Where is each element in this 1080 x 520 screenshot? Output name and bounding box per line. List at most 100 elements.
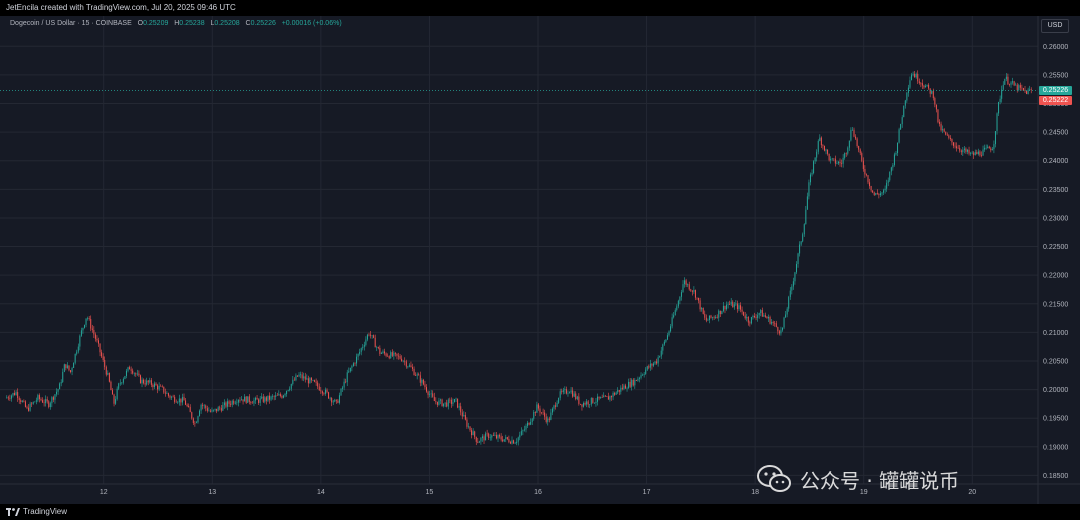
candle-body (800, 241, 802, 245)
candle-body (951, 138, 953, 143)
candle-body (70, 370, 72, 372)
candle-body (298, 374, 300, 377)
candle-body (253, 400, 255, 404)
currency-button[interactable]: USD (1041, 19, 1069, 33)
candle-body (80, 330, 82, 336)
candle-body (634, 380, 636, 386)
candle-body (741, 309, 743, 312)
candle-body (125, 370, 127, 377)
candle-body (9, 398, 11, 399)
candle-body (985, 147, 987, 149)
candlestick-chart[interactable]: 0.18500 0.19000 0.19500 0.20000 0.20500 0.210… (0, 16, 1080, 504)
candle-body (864, 168, 866, 175)
candle-body (71, 368, 73, 372)
candle-body (99, 343, 101, 353)
candle-body (979, 151, 981, 156)
close-value: 0.25226 (250, 20, 276, 27)
candle-body (191, 412, 193, 419)
candle-body (433, 396, 435, 402)
candle-body (858, 146, 860, 150)
candle-body (324, 389, 326, 394)
candle-body (21, 401, 23, 403)
candle-body (561, 391, 563, 393)
candle-body (583, 403, 585, 407)
candle-body (172, 396, 174, 398)
candle-body (643, 373, 645, 375)
candle-body (715, 316, 717, 318)
candle-body (530, 421, 532, 425)
candle-body (898, 129, 900, 143)
candle-body (443, 403, 445, 407)
candle-body (447, 399, 449, 407)
candle-body (990, 148, 992, 151)
candle-body (1013, 81, 1015, 86)
candle-body (209, 410, 211, 412)
candle-body (545, 416, 547, 422)
tradingview-logo[interactable]: TradingView (6, 507, 67, 516)
candle-body (116, 388, 118, 400)
candle-body (376, 347, 378, 348)
candle-body (467, 426, 469, 428)
candle-body (573, 393, 575, 397)
candle-body (841, 163, 843, 164)
candle-body (17, 392, 19, 399)
candle-body (618, 390, 620, 392)
x-tick-label: 15 (426, 489, 434, 496)
candle-body (733, 304, 735, 308)
candle-body (485, 433, 487, 441)
candle-body (435, 401, 437, 402)
candle-body (478, 441, 480, 443)
candle-body (570, 390, 572, 393)
candle-body (261, 396, 263, 399)
candle-body (562, 390, 564, 393)
candle-body (892, 164, 894, 168)
candle-body (42, 400, 44, 403)
candle-body (511, 440, 513, 444)
candle-body (911, 74, 913, 81)
candle-body (31, 403, 33, 405)
candle-body (121, 382, 123, 384)
candle-body (192, 418, 194, 423)
candle-body (957, 148, 959, 149)
candle-body (199, 410, 201, 417)
candle-body (38, 395, 40, 400)
candle-body (870, 186, 872, 191)
candle-body (259, 398, 261, 403)
candle-body (124, 376, 126, 380)
candle-body (886, 182, 888, 189)
candle-body (847, 147, 849, 154)
chart-area[interactable]: 0.18500 0.19000 0.19500 0.20000 0.20500 0.210… (0, 16, 1080, 504)
footer-bar: TradingView (0, 504, 1080, 520)
low-key: L (210, 20, 215, 27)
candle-body (371, 335, 373, 336)
candle-body (1005, 76, 1007, 80)
candle-body (590, 397, 592, 405)
candle-body (105, 366, 107, 375)
candle-body (211, 410, 213, 412)
candle-body (861, 153, 863, 161)
candle-body (1030, 89, 1032, 91)
candle-body (254, 397, 257, 401)
candle-body (676, 306, 678, 311)
candle-body (601, 397, 603, 398)
candle-body (534, 412, 536, 413)
y-tick-label: 0.24500 (1043, 130, 1068, 137)
candle-body (816, 151, 818, 158)
candle-body (1022, 88, 1024, 91)
candle-body (887, 180, 889, 183)
candle-body (256, 397, 258, 400)
candle-body (76, 351, 78, 354)
candle-body (455, 398, 457, 400)
candle-body (833, 158, 835, 160)
candle-body (584, 403, 586, 405)
candle-body (805, 209, 807, 225)
candle-body (340, 388, 342, 396)
candle-body (932, 91, 934, 99)
candle-body (763, 315, 765, 317)
candle-body (862, 160, 864, 169)
candle-body (867, 175, 869, 183)
candle-body (657, 357, 659, 364)
candle-body (850, 129, 852, 141)
y-tick-label: 0.18500 (1043, 473, 1068, 480)
candle-body (413, 368, 415, 376)
